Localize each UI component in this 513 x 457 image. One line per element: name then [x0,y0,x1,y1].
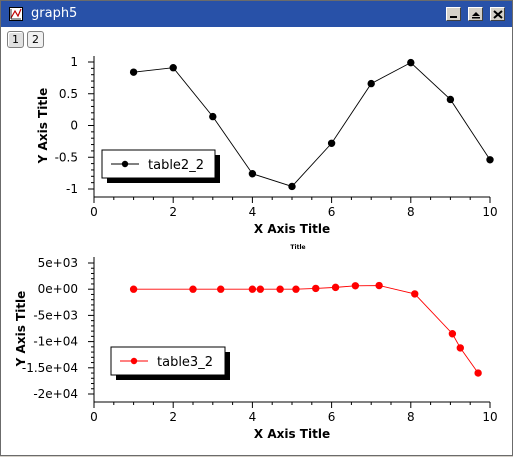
chart2-x-tick-label: 0 [90,410,98,424]
chart2-data-point [411,290,419,298]
chart1-y-axis-title: Y Axis Title [36,88,50,165]
chart2-data-point [474,369,482,377]
chart2-data-point [217,285,225,293]
chart1-x-tick-label: 2 [169,205,177,219]
minimize-icon [450,16,457,18]
chart1-x-tick-label: 10 [482,205,497,219]
chart2-y-tick-label: -5e+03 [33,308,78,322]
chart1-data-point [209,112,217,121]
graph-window-icon [9,7,23,21]
chart1-x-tick-label: 0 [90,205,98,219]
maximize-icon [472,12,480,19]
chart1-data-point [367,79,375,88]
chart2-x-tick-label: 6 [328,410,336,424]
chart1-series-line [133,62,491,187]
chart2-data-point [456,344,464,352]
chart2-x-tick-label: 4 [249,410,257,424]
chart1-data-point [288,182,296,191]
chart1-data-point [129,68,138,76]
chart2-y-tick-label: -1.5e+04 [22,361,78,375]
minimize-button[interactable] [446,7,461,21]
chart1-y-tick-label: 0 [70,119,78,133]
chart1-data-point [446,95,455,104]
chart2-legend-label: table3_2 [157,355,213,370]
chart1-data-point [407,58,415,67]
chart1-y-tick-label: -1 [66,182,78,196]
chart2-y-tick-label: -1e+04 [33,335,78,349]
chart1-x-axis-title: X Axis Title [254,222,330,236]
chart2-x-tick-label: 10 [482,410,497,424]
tab-layer-2[interactable]: 2 [27,31,44,48]
chart2-data-point [448,330,457,338]
chart2-y-tick-label: 0e+00 [38,282,78,296]
plot-canvas: 0 2 4 6 8 10 1 0.5 0 -0.5 -1 X Axis Title Y Axis Tit… [14,55,498,441]
chart1-y-tick-label: 0.5 [59,87,78,101]
tab-layer-1[interactable]: 1 [7,31,24,48]
close-icon [493,10,503,19]
chart1-data-point [169,64,177,72]
chart2-data-point [189,285,197,293]
chart2-y-tick-label: -2e+04 [33,387,78,401]
chart2-y-tick-label: 5e+03 [38,256,78,270]
chart2-data-point [375,281,383,290]
chart2-data-point [129,285,138,293]
chart1-legend-marker [121,160,129,168]
chart2-x-tick-label: 2 [169,410,177,424]
chart2-x-tick-label: 8 [407,410,415,424]
chart2-data-point [248,285,257,293]
maximize-button[interactable] [468,7,483,21]
chart1-x-tick-label: 6 [328,205,336,219]
chart1-data-point [486,156,494,164]
chart2-data-point [292,285,300,293]
chart2-data-point [276,285,284,293]
chart2-data-point [312,284,320,293]
chart1-x-tick-label: 4 [249,205,257,219]
chart1-data-point [248,170,257,178]
chart1-y-tick-label: 1 [70,55,78,69]
chart1-legend-label: table2_2 [148,158,204,173]
chart2-data-point [256,285,265,293]
close-button[interactable] [490,7,505,21]
chart2-data-point [351,282,360,290]
chart-title-caption: Title [290,244,305,251]
chart1-x-tick-label: 8 [407,205,415,219]
chart2-x-axis-title: X Axis Title [254,427,330,441]
chart1-y-tick-label: -0.5 [55,150,78,164]
chart1-data-point [327,139,336,147]
chart2-y-axis-title: Y Axis Title [14,291,28,368]
title-bar[interactable]: graph5 [1,1,512,27]
window-title: graph5 [31,6,78,21]
chart2-data-point [331,283,340,292]
chart2-legend-marker [130,357,138,365]
